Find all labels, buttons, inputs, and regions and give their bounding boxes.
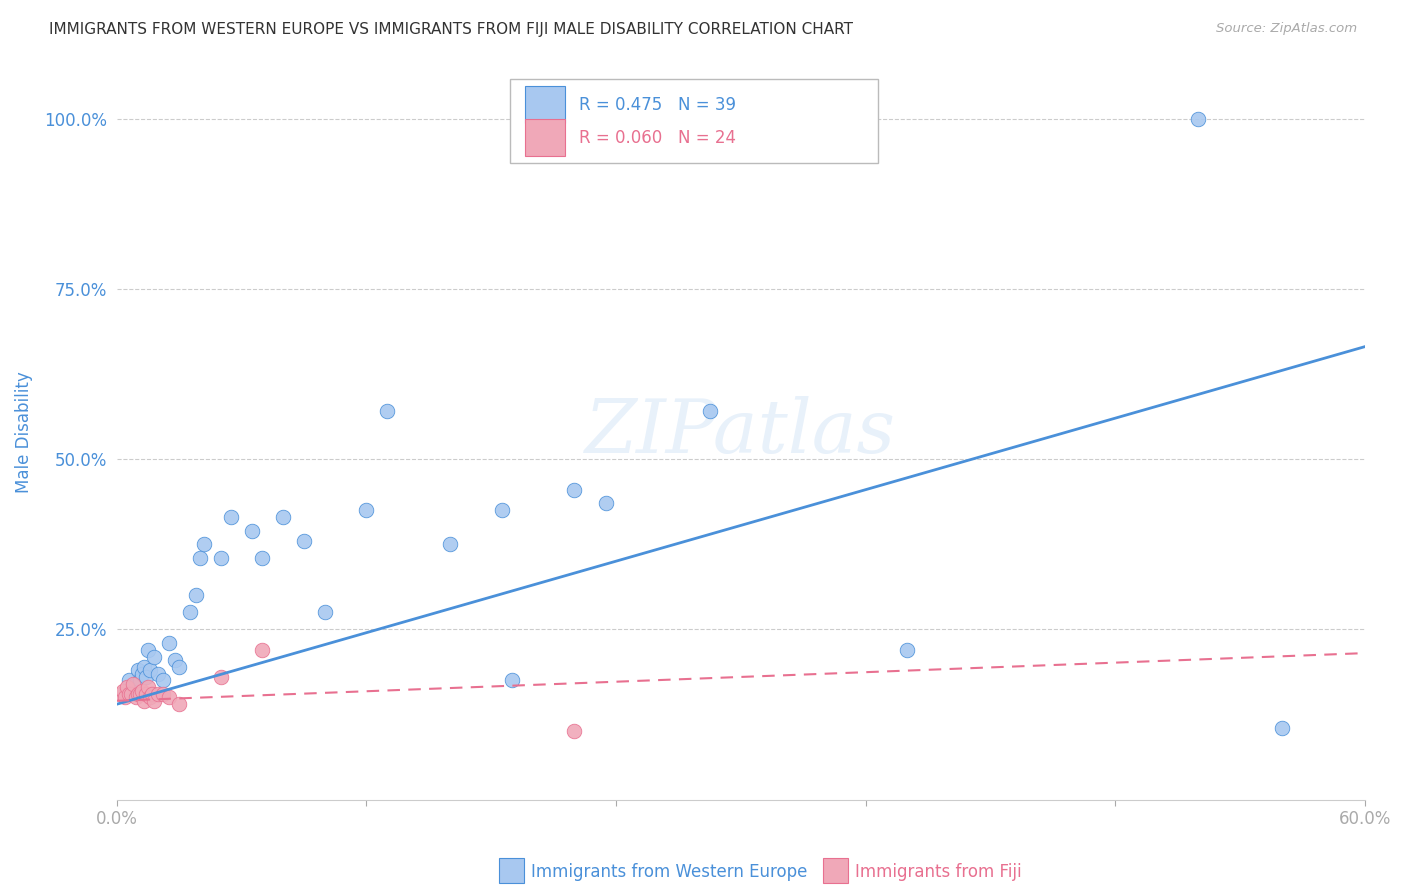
Point bbox=[152, 687, 174, 701]
Point bbox=[112, 683, 135, 698]
Point bbox=[209, 670, 232, 684]
Point bbox=[314, 605, 336, 619]
Point bbox=[491, 503, 513, 517]
Point bbox=[110, 687, 132, 701]
Bar bbox=[524, 120, 565, 156]
Point bbox=[139, 663, 162, 677]
Point bbox=[252, 642, 274, 657]
Point bbox=[157, 690, 180, 705]
Point bbox=[219, 510, 242, 524]
Point bbox=[132, 694, 155, 708]
Point bbox=[240, 524, 263, 538]
Point bbox=[167, 697, 190, 711]
Point bbox=[184, 588, 207, 602]
Point bbox=[143, 649, 166, 664]
Bar bbox=[524, 87, 565, 123]
Point bbox=[115, 680, 138, 694]
Text: IMMIGRANTS FROM WESTERN EUROPE VS IMMIGRANTS FROM FIJI MALE DISABILITY CORRELATI: IMMIGRANTS FROM WESTERN EUROPE VS IMMIGR… bbox=[49, 22, 853, 37]
Point bbox=[375, 404, 398, 418]
Point bbox=[118, 687, 141, 701]
Text: ZIPatlas: ZIPatlas bbox=[585, 395, 896, 468]
Text: Source: ZipAtlas.com: Source: ZipAtlas.com bbox=[1216, 22, 1357, 36]
Point bbox=[148, 687, 170, 701]
Point bbox=[1187, 112, 1209, 126]
Point bbox=[135, 687, 157, 701]
Y-axis label: Male Disability: Male Disability bbox=[15, 371, 32, 492]
Point bbox=[127, 663, 149, 677]
Text: Immigrants from Fiji: Immigrants from Fiji bbox=[855, 863, 1022, 881]
Point bbox=[122, 677, 145, 691]
Point bbox=[135, 670, 157, 684]
Point bbox=[564, 724, 586, 739]
Point bbox=[157, 636, 180, 650]
Point bbox=[124, 690, 146, 705]
Point bbox=[143, 694, 166, 708]
Point bbox=[167, 659, 190, 673]
Point bbox=[1271, 721, 1294, 735]
Point bbox=[127, 687, 149, 701]
Point bbox=[188, 550, 211, 565]
Point bbox=[252, 550, 274, 565]
FancyBboxPatch shape bbox=[510, 78, 879, 163]
Point bbox=[114, 687, 136, 701]
Point bbox=[699, 404, 721, 418]
Text: R = 0.060   N = 24: R = 0.060 N = 24 bbox=[579, 128, 735, 146]
Point bbox=[595, 496, 617, 510]
Point bbox=[148, 666, 170, 681]
Point bbox=[439, 537, 461, 551]
Point bbox=[139, 690, 162, 705]
Point bbox=[271, 510, 294, 524]
Point bbox=[136, 680, 159, 694]
Point bbox=[118, 673, 141, 688]
Point bbox=[124, 677, 146, 691]
Point bbox=[120, 687, 142, 701]
Point bbox=[209, 550, 232, 565]
Point bbox=[128, 687, 150, 701]
Point bbox=[122, 680, 145, 694]
Point bbox=[131, 666, 153, 681]
Text: R = 0.475   N = 39: R = 0.475 N = 39 bbox=[579, 95, 735, 113]
Point bbox=[132, 659, 155, 673]
Point bbox=[131, 683, 153, 698]
Point bbox=[136, 642, 159, 657]
Point bbox=[114, 690, 136, 705]
Point bbox=[152, 673, 174, 688]
Point bbox=[179, 605, 201, 619]
Point bbox=[128, 673, 150, 688]
Point bbox=[193, 537, 215, 551]
Point bbox=[165, 653, 187, 667]
Text: Immigrants from Western Europe: Immigrants from Western Europe bbox=[531, 863, 808, 881]
Point bbox=[292, 533, 315, 548]
Point bbox=[564, 483, 586, 497]
Point bbox=[896, 642, 918, 657]
Point bbox=[501, 673, 523, 688]
Point bbox=[356, 503, 378, 517]
Point bbox=[141, 687, 163, 701]
